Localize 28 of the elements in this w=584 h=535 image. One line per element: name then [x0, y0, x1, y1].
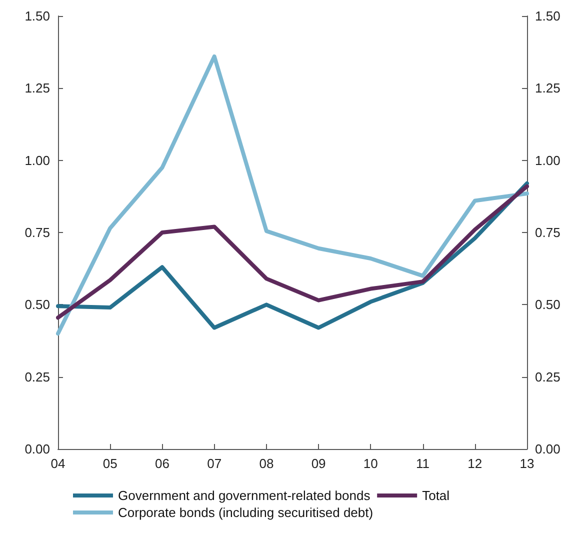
x-tick-label: 08	[259, 456, 274, 471]
x-tick-label: 06	[154, 456, 170, 471]
x-tick-label: 04	[50, 456, 66, 471]
legend-label: Total	[422, 488, 450, 503]
y-tick-label: 1.00	[24, 152, 50, 168]
y-tick-label: 0.50	[24, 297, 50, 312]
y2-tick-label: 1.50	[535, 8, 560, 24]
x-tick-label: 07	[207, 456, 222, 471]
y2-tick-label: 1.25	[535, 80, 560, 96]
y2-tick-label: 1.00	[535, 152, 560, 168]
legend-label: Government and government-related bonds	[118, 488, 371, 503]
x-tick-label: 13	[520, 456, 534, 471]
legend-label: Corporate bonds (including securitised debt)	[118, 505, 374, 520]
y-tick-label: 1.25	[24, 80, 50, 96]
y2-tick-label: 0.75	[535, 225, 560, 240]
y2-tick-label: 0.00	[535, 442, 560, 456]
y-tick-label: 0.25	[24, 369, 50, 384]
y-tick-label: 1.50	[24, 8, 50, 24]
y2-tick-label: 0.25	[535, 369, 560, 384]
x-tick-label: 10	[363, 456, 378, 471]
x-tick-label: 12	[468, 456, 482, 471]
x-tick-label: 05	[102, 456, 118, 471]
y2-tick-label: 0.50	[535, 297, 560, 312]
y-tick-label: 0.00	[24, 442, 50, 456]
line-series	[56, 54, 529, 336]
x-tick-label: 09	[311, 456, 326, 471]
y-tick-label: 0.75	[24, 225, 50, 240]
x-tick-label: 11	[416, 456, 430, 471]
